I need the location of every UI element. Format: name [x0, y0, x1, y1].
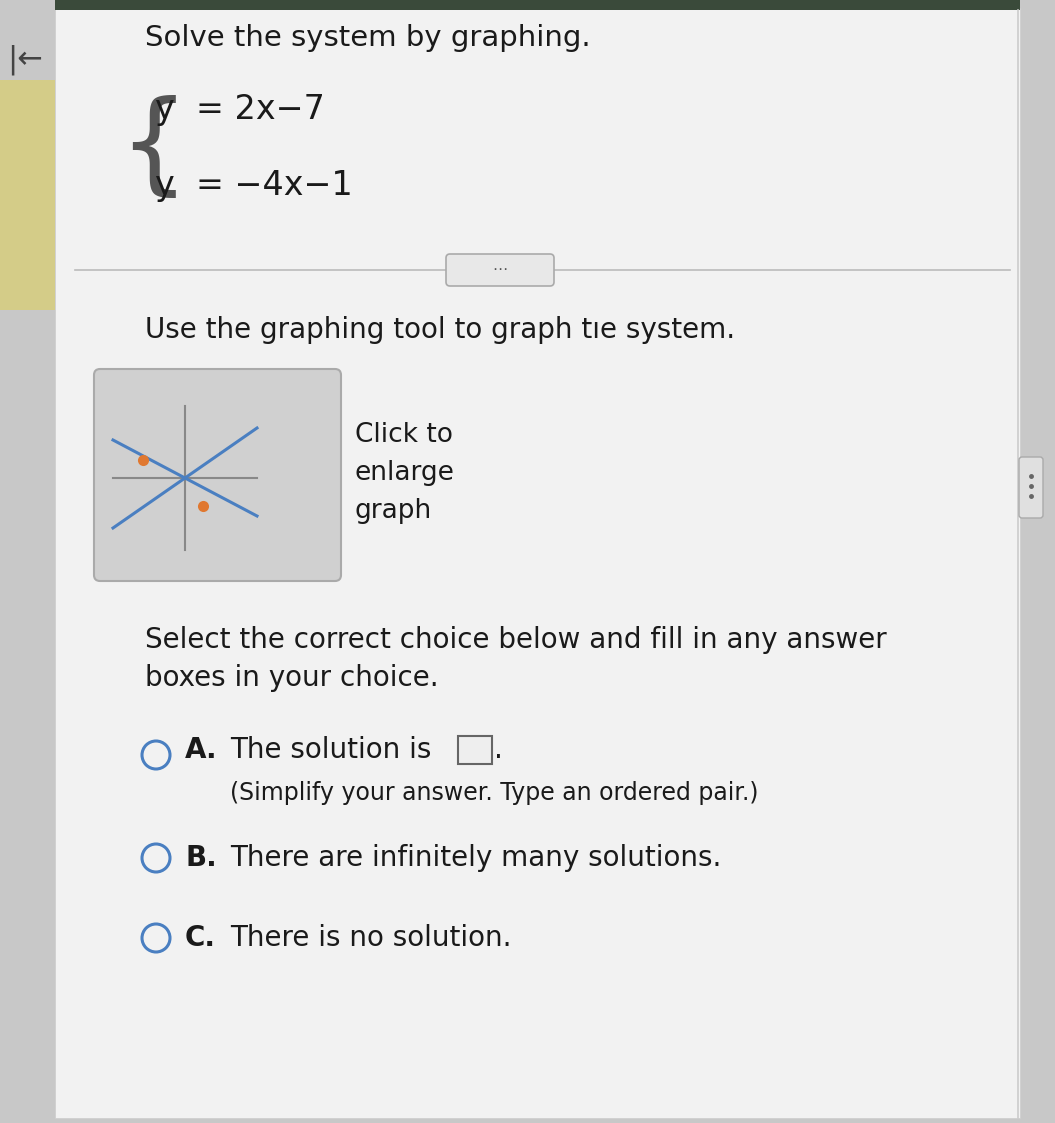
- Text: Click to: Click to: [354, 422, 453, 448]
- Text: Select the correct choice below and fill in any answer: Select the correct choice below and fill…: [145, 626, 887, 654]
- Text: There is no solution.: There is no solution.: [230, 924, 512, 952]
- Text: |←: |←: [7, 45, 43, 75]
- Text: .: .: [494, 736, 503, 764]
- FancyBboxPatch shape: [1019, 457, 1043, 518]
- Text: There are infinitely many solutions.: There are infinitely many solutions.: [230, 844, 722, 871]
- FancyBboxPatch shape: [0, 80, 55, 310]
- Text: y  = 2x−7: y = 2x−7: [155, 93, 325, 127]
- FancyBboxPatch shape: [446, 254, 554, 286]
- Text: y  = −4x−1: y = −4x−1: [155, 168, 352, 201]
- FancyBboxPatch shape: [458, 736, 492, 764]
- FancyBboxPatch shape: [55, 8, 1020, 1119]
- Text: A.: A.: [185, 736, 217, 764]
- Text: graph: graph: [354, 497, 433, 524]
- Text: B.: B.: [185, 844, 216, 871]
- Text: The solution is: The solution is: [230, 736, 431, 764]
- Text: {: {: [118, 94, 189, 201]
- FancyBboxPatch shape: [94, 369, 341, 581]
- Text: C.: C.: [185, 924, 216, 952]
- Text: enlarge: enlarge: [354, 460, 455, 486]
- FancyBboxPatch shape: [55, 0, 1020, 10]
- Text: Use the graphing tool to graph tıe system.: Use the graphing tool to graph tıe syste…: [145, 316, 735, 344]
- Text: Solve the system by graphing.: Solve the system by graphing.: [145, 24, 591, 52]
- Text: (Simplify your answer. Type an ordered pair.): (Simplify your answer. Type an ordered p…: [230, 780, 759, 805]
- Text: ⋯: ⋯: [493, 263, 507, 277]
- Text: boxes in your choice.: boxes in your choice.: [145, 664, 439, 692]
